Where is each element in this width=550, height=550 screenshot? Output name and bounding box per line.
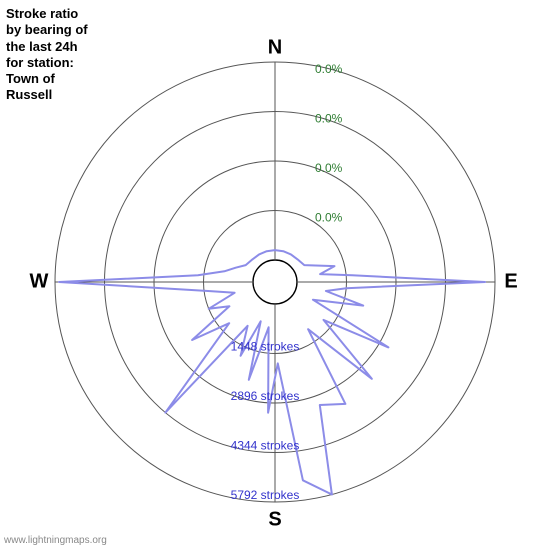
ring-label-upper: 0.0% (315, 62, 343, 76)
hub-circle (253, 260, 297, 304)
compass-e: E (504, 270, 517, 292)
attribution: www.lightningmaps.org (4, 535, 107, 546)
compass-w: W (30, 270, 49, 292)
ring-label-upper: 0.0% (315, 161, 343, 175)
chart-title: Stroke ratioby bearing ofthe last 24hfor… (6, 6, 116, 104)
ring-label-lower: 5792 strokes (231, 488, 300, 502)
ring-label-upper: 0.0% (315, 211, 343, 225)
ring-label-upper: 0.0% (315, 112, 343, 126)
compass-n: N (268, 36, 282, 58)
ring-label-lower: 1448 strokes (231, 340, 300, 354)
compass-s: S (268, 508, 281, 530)
ring-label-lower: 2896 strokes (231, 389, 300, 403)
ring-label-lower: 4344 strokes (231, 439, 300, 453)
data-rose (59, 250, 485, 494)
